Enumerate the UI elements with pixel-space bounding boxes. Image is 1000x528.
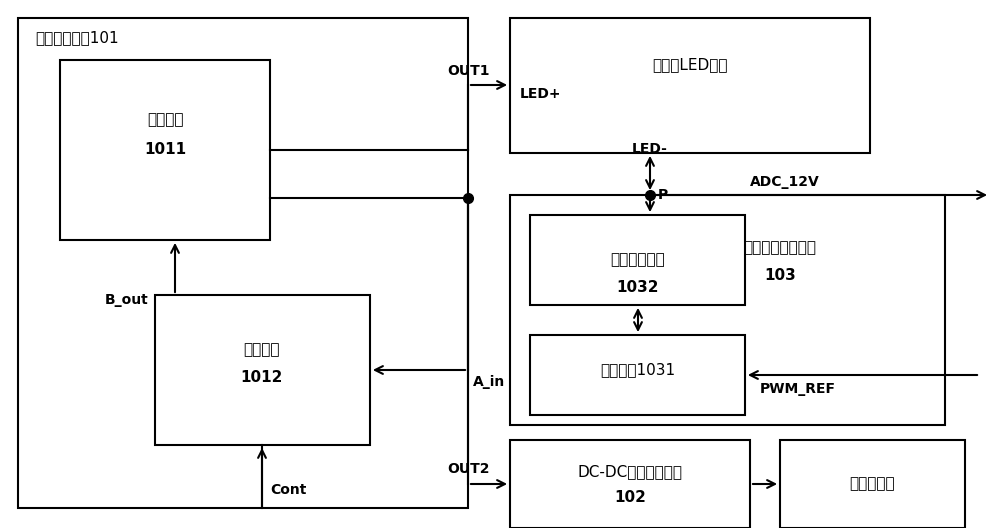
Text: 102: 102 <box>614 491 646 505</box>
Bar <box>510 18 870 153</box>
Bar <box>18 18 468 508</box>
Text: 后端线性恒流电路: 后端线性恒流电路 <box>744 240 816 256</box>
Text: 前端电源电路101: 前端电源电路101 <box>35 30 119 45</box>
Text: 反馈电路: 反馈电路 <box>244 343 280 357</box>
Text: 1032: 1032 <box>617 280 659 296</box>
Text: 恒流控制电路: 恒流控制电路 <box>611 252 665 268</box>
Text: B_out: B_out <box>104 293 148 307</box>
Bar <box>530 335 745 415</box>
Text: 1011: 1011 <box>144 143 186 157</box>
Text: OUT2: OUT2 <box>448 462 490 476</box>
Bar <box>510 440 750 528</box>
Text: 比较电路1031: 比较电路1031 <box>600 363 676 378</box>
Text: 待供电LED灯串: 待供电LED灯串 <box>652 58 728 72</box>
Text: Cont: Cont <box>270 483 306 497</box>
Bar <box>510 195 945 425</box>
Text: LED-: LED- <box>632 142 668 156</box>
Text: 供电电路: 供电电路 <box>147 112 183 127</box>
Bar <box>780 440 965 528</box>
Bar <box>60 60 270 240</box>
Text: ADC_12V: ADC_12V <box>750 175 820 189</box>
Text: DC-DC电压调节电路: DC-DC电压调节电路 <box>578 465 682 479</box>
Text: 电视机主板: 电视机主板 <box>849 476 895 492</box>
Bar <box>155 295 370 445</box>
Text: A_in: A_in <box>473 375 505 389</box>
Text: 1012: 1012 <box>241 371 283 385</box>
Text: OUT1: OUT1 <box>448 64 490 78</box>
Text: 103: 103 <box>764 268 796 282</box>
Text: PWM_REF: PWM_REF <box>760 382 836 396</box>
Bar <box>530 215 745 305</box>
Text: P: P <box>658 188 668 202</box>
Text: LED+: LED+ <box>520 87 562 101</box>
